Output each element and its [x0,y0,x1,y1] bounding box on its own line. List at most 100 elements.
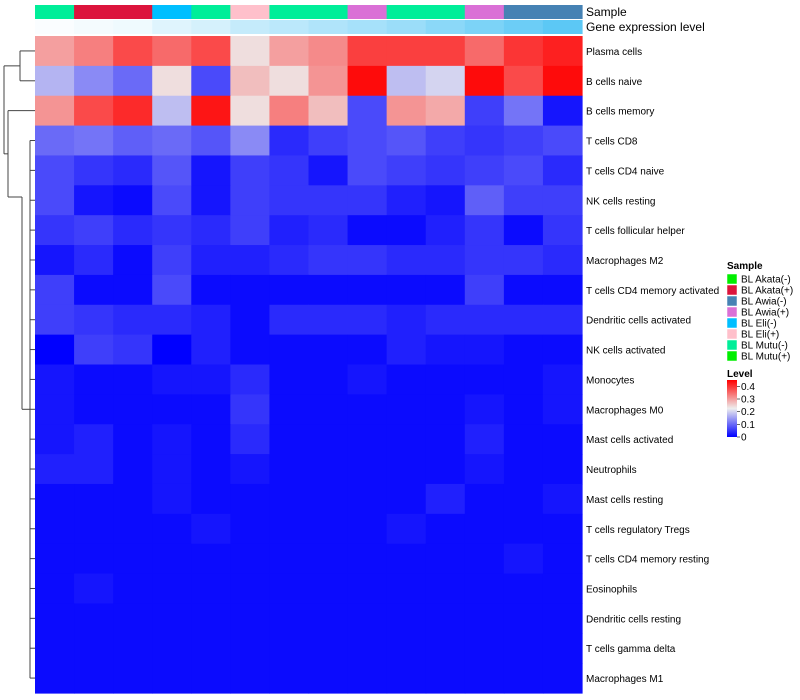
heatmap-cell [230,215,271,246]
row-labels: Plasma cells B cells naive B cells memory T… [586,47,719,685]
heatmap-cell [152,663,192,694]
heatmap-cell [542,603,583,634]
row-label: Neutrophils [586,465,637,476]
heatmap-cell [74,573,114,605]
heatmap-cell [191,663,231,694]
heatmap-cell [542,543,583,575]
expression-annotation-cell [503,20,544,34]
heatmap-cell [74,513,114,545]
row-label: B cells naive [586,77,643,88]
expression-annotation-cell [308,20,349,34]
heatmap-cell [35,663,75,694]
sample-annotation-cell [152,5,192,19]
row-label: Mast cells resting [586,495,663,506]
heatmap-cell [425,245,466,276]
row-label: T cells CD4 memory activated [586,286,719,297]
heatmap-cell [308,483,349,515]
heatmap-cell [230,95,271,127]
heatmap-cell [503,573,544,605]
sample-legend-swatch [726,306,738,318]
heatmap-cell [464,573,505,605]
heatmap-cell [503,633,544,664]
heatmap-cell [542,573,583,605]
sample-annotation-cell [542,5,583,19]
sample-annotation-cell [386,5,427,19]
heatmap-cell [113,334,153,366]
heatmap-cell [269,424,310,455]
heatmap-cell [464,215,505,246]
heatmap-cell [503,274,544,306]
row-label: Plasma cells [586,47,642,58]
heatmap-cell [35,185,75,216]
heatmap-cell [113,483,153,515]
heatmap-cell [152,454,192,485]
row-dendrogram [3,50,35,679]
heatmap-cell [464,543,505,575]
row-label: Dendritic cells activated [586,316,691,327]
heatmap-cell [35,65,75,97]
heatmap-cell [191,185,231,216]
expression-annotation-cell [191,20,231,34]
heatmap-cell [425,215,466,246]
heatmap-cell [464,274,505,306]
heatmap-cell [152,513,192,545]
heatmap-cell [230,155,271,186]
sample-legend-swatch [726,317,738,329]
expression-annotation-cell [113,20,153,34]
row-label: T cells regulatory Tregs [586,525,690,536]
heatmap-cell [35,483,75,515]
row-label: Macrophages M0 [586,405,664,416]
sample-legend-swatch [726,328,738,340]
sample-legend-label: BL Akata(+) [741,286,793,297]
heatmap-cell [542,663,583,694]
heatmap-cell [35,394,75,425]
heatmap-cell [74,603,114,634]
heatmap-cell [191,95,231,127]
sample-annotation-cell [191,5,231,19]
heatmap-cell [386,543,427,575]
heatmap-cell [74,633,114,664]
heatmap-cell [386,483,427,515]
heatmap-cell [74,95,114,127]
heatmap-cell [308,65,349,97]
heatmap-cell [425,424,466,455]
heatmap-cell [35,364,75,395]
heatmap-cell [503,513,544,545]
sample-legend-swatch [726,339,738,351]
heatmap-cell [347,125,388,157]
heatmap-cell [347,364,388,395]
heatmap-cell [386,633,427,664]
heatmap-cell [308,95,349,127]
heatmap-cell [308,663,349,694]
heatmap-cell [74,274,114,306]
heatmap-cell [269,633,310,664]
heatmap-cell [35,125,75,157]
heatmap-cell [347,424,388,455]
heatmap-cell [464,36,505,67]
expression-annotation-cell [386,20,427,34]
row-label: NK cells activated [586,346,665,357]
sample-annotation-cell [113,5,153,19]
heatmap-cell [191,125,231,157]
heatmap-cell [542,36,583,67]
heatmap-cell [113,274,153,306]
heatmap-cell [503,663,544,694]
heatmap-cell [74,543,114,575]
row-label: Mast cells activated [586,435,673,446]
heatmap-cell [113,424,153,455]
heatmap-cell [74,483,114,515]
heatmap-cell [113,663,153,694]
heatmap-cell [152,65,192,97]
heatmap-cell [425,513,466,545]
heatmap-cell [542,155,583,186]
row-label: T cells CD4 memory resting [586,555,709,566]
heatmap-cell [503,424,544,455]
heatmap-cell [503,364,544,395]
heatmap-cell [347,65,388,97]
heatmap-cell [347,394,388,425]
heatmap-cell [152,364,192,395]
heatmap-cell [542,424,583,455]
sample-legend-label: BL Eli(-) [741,319,777,330]
heatmap-cell [503,304,544,336]
heatmap-cell [542,483,583,515]
